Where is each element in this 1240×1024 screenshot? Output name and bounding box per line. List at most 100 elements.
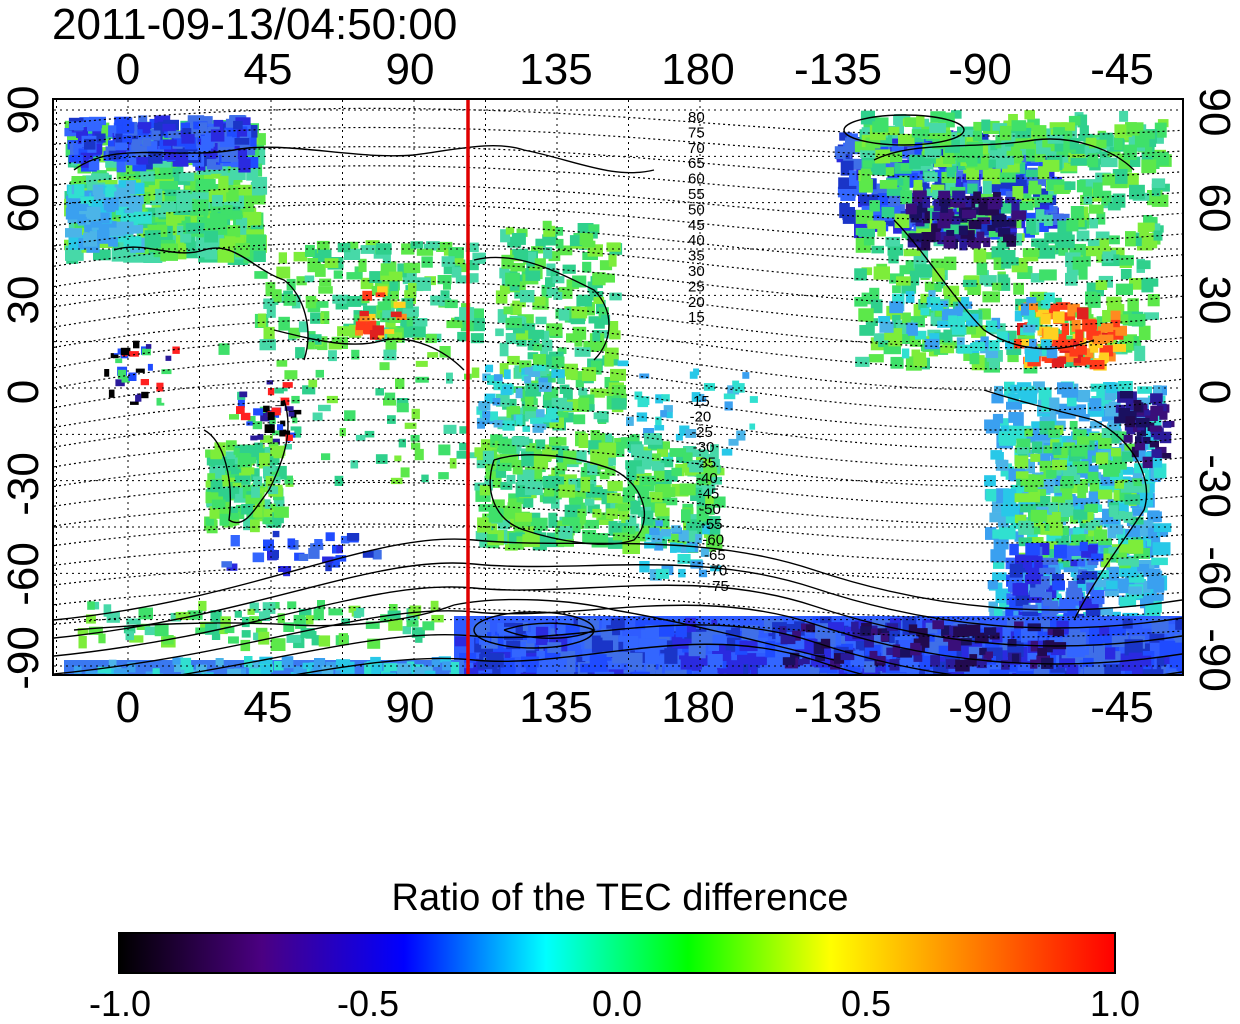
- tec-cell: [726, 660, 744, 674]
- tec-cell: [270, 413, 280, 418]
- tec-cell: [311, 666, 323, 674]
- tec-cell: [657, 441, 670, 450]
- tec-cell: [88, 158, 100, 171]
- tec-cell: [108, 150, 120, 160]
- tec-cell: [660, 529, 672, 537]
- tec-cell: [1090, 345, 1099, 353]
- tec-cell: [409, 326, 426, 338]
- y-tick-right: -90: [1190, 628, 1239, 692]
- contour-label: 60: [688, 171, 705, 188]
- tec-cell: [1035, 209, 1045, 223]
- tec-cell: [1032, 125, 1047, 139]
- contour-line: [54, 398, 1182, 450]
- tec-cell: [1048, 429, 1061, 438]
- tec-cell: [162, 123, 176, 132]
- tec-cell: [430, 295, 445, 306]
- tec-cell: [615, 503, 630, 512]
- tec-cell: [617, 360, 629, 367]
- tec-cell: [477, 420, 485, 429]
- x-tick-bottom: -90: [948, 683, 1012, 732]
- tec-cell: [336, 545, 343, 554]
- timestamp-title: 2011-09-13/04:50:00: [52, 0, 458, 49]
- tec-cell: [438, 444, 451, 456]
- tec-cell: [1095, 280, 1108, 290]
- tec-cell: [639, 373, 650, 379]
- tec-cell: [125, 379, 135, 386]
- tec-cell: [1098, 438, 1112, 449]
- tec-cell: [1069, 138, 1079, 150]
- contour-line: [54, 440, 1182, 488]
- tec-cell: [655, 416, 662, 426]
- tec-cell: [263, 326, 275, 341]
- tec-cell: [227, 486, 240, 494]
- tec-cell: [260, 435, 273, 443]
- tec-cell: [1040, 339, 1052, 353]
- tec-cell: [403, 262, 421, 274]
- tec-cell: [563, 450, 577, 464]
- tec-cell: [544, 647, 564, 659]
- tec-cell: [1151, 183, 1161, 197]
- tec-cell: [305, 615, 314, 625]
- tec-cell: [1051, 213, 1070, 225]
- tec-cell: [533, 296, 546, 306]
- tec-cell: [894, 213, 910, 228]
- tec-cell: [1028, 180, 1038, 194]
- tec-cell: [219, 512, 230, 526]
- tec-cell: [113, 153, 129, 162]
- tec-cell: [649, 453, 661, 461]
- tec-cell: [1031, 431, 1050, 444]
- tec-cell: [218, 343, 230, 355]
- tec-cell: [1106, 296, 1122, 306]
- tec-cell: [83, 232, 98, 247]
- tec-cell: [1085, 137, 1097, 146]
- tec-cell: [263, 539, 274, 551]
- tec-cell: [161, 369, 172, 375]
- tec-cell: [1103, 664, 1121, 674]
- tec-cell: [234, 610, 242, 618]
- tec-cell: [1010, 384, 1021, 393]
- tec-cell: [1065, 272, 1078, 286]
- tec-cell: [358, 258, 367, 272]
- tec-cell: [938, 645, 957, 657]
- tec-cell: [314, 658, 326, 669]
- tec-cell: [115, 379, 125, 387]
- tec-cell: [834, 653, 845, 664]
- tec-cell: [300, 628, 315, 638]
- tec-cell: [126, 203, 143, 215]
- tec-cell: [1046, 532, 1064, 542]
- tec-cell: [548, 512, 558, 528]
- tec-cell: [1090, 421, 1102, 429]
- tec-cell: [380, 614, 389, 623]
- tec-cell: [400, 467, 410, 478]
- tec-cell: [1168, 671, 1179, 674]
- tec-cell: [1005, 557, 1020, 570]
- tec-cell: [1102, 251, 1114, 263]
- tec-cell: [65, 207, 80, 220]
- tec-cell: [693, 368, 700, 376]
- tec-cell: [377, 301, 391, 311]
- tec-cell: [747, 656, 768, 666]
- tec-cell: [497, 462, 512, 471]
- tec-cell: [396, 663, 411, 674]
- tec-cell: [913, 352, 927, 367]
- tec-cell: [999, 187, 1011, 196]
- tec-cell: [209, 213, 225, 222]
- tec-cell: [980, 336, 989, 344]
- tec-cell: [197, 247, 217, 258]
- tec-cell: [505, 333, 521, 344]
- tec-cell: [920, 307, 930, 316]
- tec-cell: [621, 526, 636, 535]
- tec-cell: [541, 446, 552, 462]
- contour-solid-lines: [54, 114, 1182, 674]
- tec-cell: [1005, 340, 1014, 350]
- tec-cell: [388, 271, 403, 281]
- tec-cell: [1083, 666, 1105, 674]
- contour-label: -60: [702, 532, 724, 549]
- tec-cell: [539, 414, 552, 423]
- tec-cell: [1112, 325, 1127, 336]
- colorbar-label: 1.0: [1089, 983, 1141, 1024]
- contour-line: [54, 280, 1182, 328]
- tec-cell: [480, 673, 496, 674]
- tec-cell: [939, 130, 952, 146]
- tec-cell: [584, 519, 599, 529]
